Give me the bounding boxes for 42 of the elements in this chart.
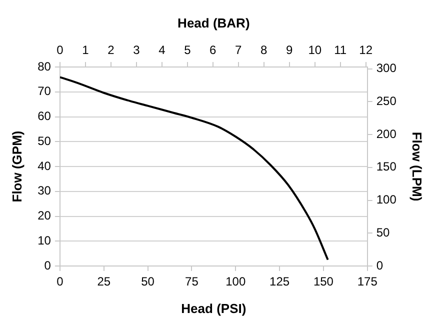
x2-tick-label: 8 xyxy=(260,43,268,58)
y-tick-label: 80 xyxy=(38,59,52,74)
line-series xyxy=(60,76,329,261)
x-axis-title: Head (PSI) xyxy=(181,300,246,316)
x2-tick-label: 11 xyxy=(334,43,347,58)
y-tick-label: 40 xyxy=(38,158,52,173)
y2-tick-label: 200 xyxy=(376,126,397,141)
x-tick-label: 75 xyxy=(185,274,199,289)
y-tick-label: 30 xyxy=(38,184,52,198)
y-tick-label: 20 xyxy=(38,208,52,223)
x-tick-label: 100 xyxy=(226,274,246,289)
y2-tick-label: 100 xyxy=(376,192,397,207)
x2-tick-label: 10 xyxy=(308,43,322,58)
x2-tick-label: 7 xyxy=(235,43,242,58)
y2-tick-label: 250 xyxy=(376,94,397,108)
x2-tick-label: 4 xyxy=(158,43,166,58)
x-tick-label: 150 xyxy=(313,274,334,289)
y-tick-label: 70 xyxy=(38,84,52,98)
x2-tick-label: 0 xyxy=(56,43,64,58)
x-tick-label: 175 xyxy=(357,274,378,289)
y2-axis-title: Flow (LPM) xyxy=(410,132,425,202)
x-tick-label: 125 xyxy=(270,274,290,289)
x-tick-label: 0 xyxy=(56,274,64,289)
x-tick-label: 25 xyxy=(97,274,111,289)
x2-tick-label: 3 xyxy=(133,43,140,58)
x2-tick-label: 6 xyxy=(210,43,217,58)
y-tick-label: 10 xyxy=(38,233,52,248)
y-axis-title: Flow (GPM) xyxy=(9,130,24,202)
y2-tick-label: 150 xyxy=(376,160,397,174)
x2-axis-title: Head (BAR) xyxy=(178,15,250,30)
y-tick-label: 50 xyxy=(38,134,52,148)
y2-tick-label: 300 xyxy=(376,61,397,76)
y-tick-label: 60 xyxy=(38,109,52,124)
x2-tick-label: 2 xyxy=(108,43,115,58)
y2-tick-label: 0 xyxy=(376,258,384,272)
x-tick-label: 50 xyxy=(141,274,155,289)
y2-tick-label: 50 xyxy=(376,225,390,240)
x2-tick-label: 5 xyxy=(184,43,192,58)
y-tick-label: 0 xyxy=(44,258,52,272)
x2-tick-label: 12 xyxy=(359,43,373,58)
x2-tick-label: 1 xyxy=(82,43,90,58)
x2-tick-label: 9 xyxy=(286,43,294,58)
